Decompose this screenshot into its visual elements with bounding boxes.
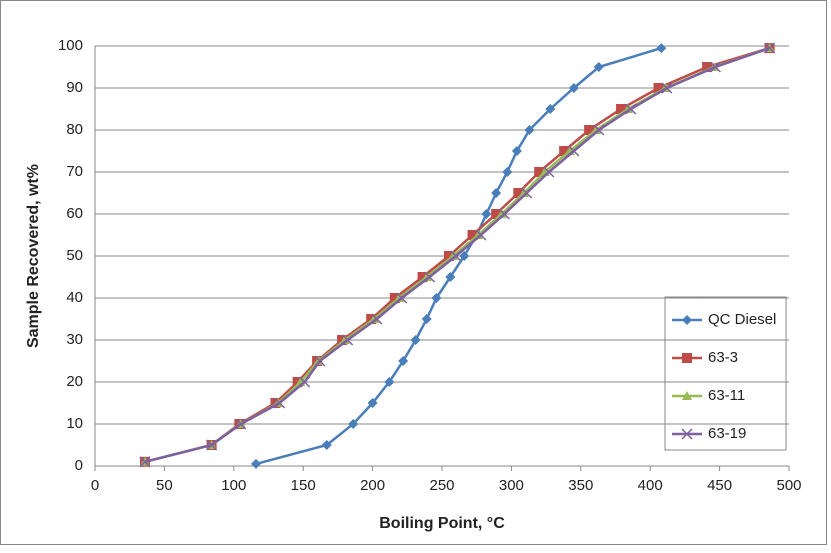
y-tick-label: 100 bbox=[58, 37, 83, 54]
y-tick-label: 50 bbox=[66, 247, 83, 264]
data-point bbox=[513, 188, 524, 198]
data-point bbox=[389, 293, 400, 303]
y-tick-label: 90 bbox=[66, 79, 83, 96]
data-point bbox=[235, 418, 247, 430]
legend-label: 63-19 bbox=[708, 425, 746, 442]
data-point bbox=[314, 355, 326, 367]
y-tick-label: 80 bbox=[66, 121, 83, 138]
legend-marker bbox=[682, 391, 692, 400]
data-point bbox=[459, 251, 470, 261]
data-point bbox=[417, 272, 428, 282]
legend-marker bbox=[681, 428, 693, 440]
data-point bbox=[521, 187, 533, 199]
data-point bbox=[342, 334, 354, 346]
y-tick-label: 0 bbox=[75, 457, 83, 474]
x-tick-label: 300 bbox=[499, 477, 524, 494]
data-point bbox=[398, 356, 409, 366]
data-point bbox=[625, 103, 637, 115]
x-tick-label: 350 bbox=[568, 477, 593, 494]
x-tick-label: 250 bbox=[429, 477, 454, 494]
data-point bbox=[431, 293, 442, 303]
y-tick-label: 60 bbox=[66, 205, 83, 222]
legend-label: 63-3 bbox=[708, 349, 738, 366]
data-point bbox=[616, 104, 627, 114]
x-tick-label: 100 bbox=[221, 477, 246, 494]
data-point bbox=[661, 82, 673, 94]
y-tick-label: 20 bbox=[66, 373, 83, 390]
data-point bbox=[584, 125, 595, 135]
data-point bbox=[524, 125, 535, 135]
data-point bbox=[568, 83, 579, 93]
data-point bbox=[534, 167, 545, 177]
data-point bbox=[622, 104, 633, 113]
data-point bbox=[139, 456, 151, 468]
data-point bbox=[421, 314, 432, 324]
data-point bbox=[656, 43, 667, 54]
x-tick-label: 450 bbox=[707, 477, 732, 494]
data-point bbox=[593, 62, 604, 72]
legend-label: 63-11 bbox=[708, 387, 745, 404]
data-point bbox=[299, 376, 311, 388]
x-tick-label: 500 bbox=[776, 477, 801, 494]
data-point bbox=[396, 292, 408, 304]
x-tick-label: 400 bbox=[638, 477, 663, 494]
data-point bbox=[653, 83, 664, 93]
y-tick-label: 40 bbox=[66, 289, 83, 306]
data-point bbox=[368, 314, 379, 323]
data-point bbox=[481, 209, 492, 219]
data-point bbox=[709, 61, 721, 73]
data-point bbox=[410, 335, 421, 345]
data-point bbox=[568, 145, 580, 157]
data-point bbox=[702, 62, 713, 72]
data-point bbox=[443, 251, 454, 261]
data-point bbox=[321, 440, 332, 450]
data-point bbox=[502, 167, 513, 177]
data-point bbox=[274, 397, 286, 409]
data-point bbox=[371, 313, 383, 325]
data-point bbox=[543, 166, 555, 178]
data-point bbox=[367, 398, 378, 408]
x-tick-label: 0 bbox=[91, 477, 99, 494]
data-point bbox=[491, 188, 502, 198]
data-point bbox=[545, 104, 556, 114]
data-point bbox=[251, 458, 262, 469]
y-tick-label: 30 bbox=[66, 331, 83, 348]
x-tick-label: 200 bbox=[360, 477, 385, 494]
data-point bbox=[450, 250, 462, 262]
data-point bbox=[467, 230, 478, 240]
x-tick-label: 150 bbox=[291, 477, 316, 494]
y-axis-label: Sample Recovered, wt% bbox=[25, 164, 42, 348]
x-axis-label: Boiling Point, °C bbox=[379, 515, 505, 532]
data-point bbox=[498, 208, 510, 220]
data-point bbox=[593, 124, 605, 136]
y-tick-label: 70 bbox=[66, 163, 83, 180]
data-point bbox=[491, 209, 502, 219]
data-point bbox=[475, 229, 487, 241]
data-point bbox=[445, 272, 456, 282]
data-point bbox=[384, 377, 395, 387]
legend-marker bbox=[682, 353, 692, 363]
data-point bbox=[511, 146, 522, 156]
legend-marker bbox=[682, 315, 692, 325]
data-point bbox=[764, 42, 776, 54]
x-tick-label: 50 bbox=[156, 477, 173, 494]
data-point bbox=[348, 419, 359, 429]
y-tick-label: 10 bbox=[66, 415, 83, 432]
data-point bbox=[206, 439, 218, 451]
data-point bbox=[559, 146, 570, 156]
data-point bbox=[423, 271, 436, 283]
legend-label: QC Diesel bbox=[708, 311, 776, 328]
